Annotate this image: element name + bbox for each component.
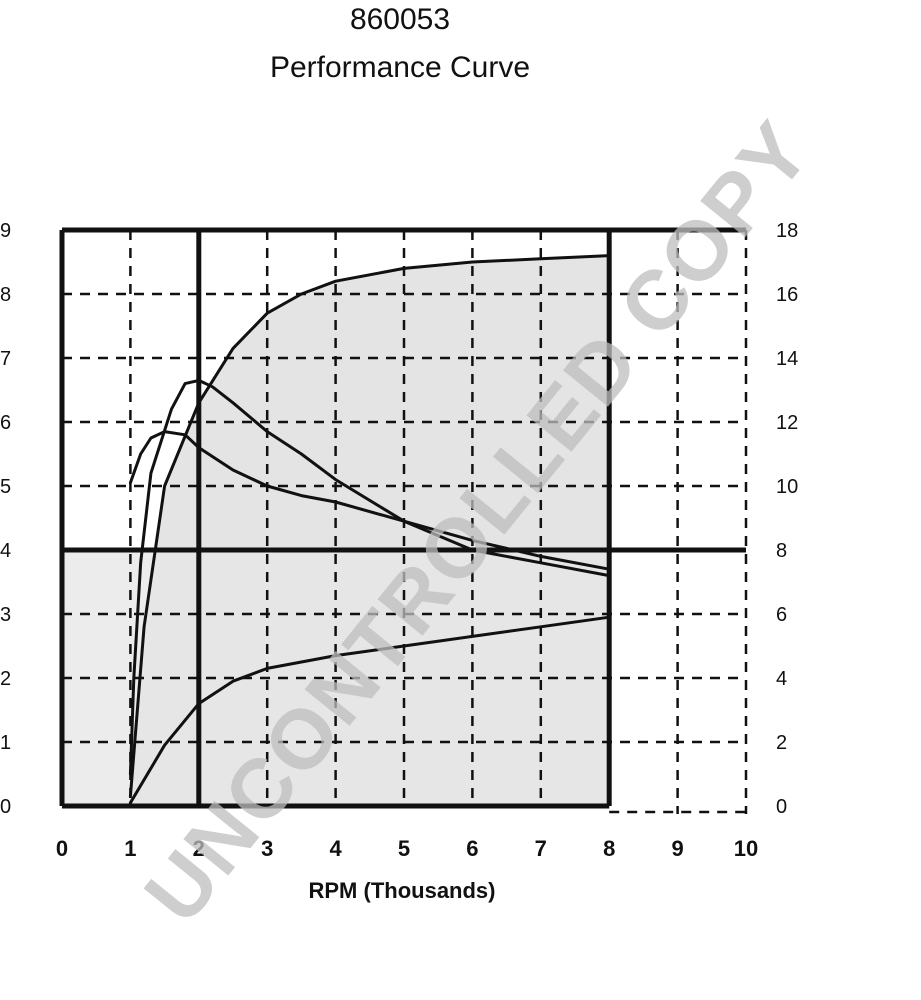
x-axis-ticks: 0 1 2 3 4 5 6 7 8 9 10 (56, 836, 758, 861)
x-tick-label: 9 (671, 836, 683, 861)
x-tick-label: 1 (124, 836, 136, 861)
left-tick-label: 2 (0, 668, 11, 690)
right-axis-ticks: 0 2 4 6 8 10 12 14 16 18 (776, 220, 798, 818)
left-axis-ticks: 0 1 2 3 4 5 6 7 8 9 (0, 220, 11, 818)
left-tick-label: 0 (0, 796, 11, 818)
right-tick-label: 18 (776, 220, 798, 242)
x-tick-label: 10 (734, 836, 758, 861)
x-tick-label: 2 (193, 836, 205, 861)
x-tick-label: 3 (261, 836, 273, 861)
x-axis-label: RPM (Thousands) (309, 878, 496, 903)
left-tick-label: 7 (0, 348, 11, 370)
x-tick-label: 7 (535, 836, 547, 861)
x-tick-label: 5 (398, 836, 410, 861)
right-tick-label: 0 (776, 796, 787, 818)
x-tick-label: 6 (466, 836, 478, 861)
series-line-1 (128, 254, 611, 798)
right-tick-label: 10 (776, 476, 798, 498)
right-tick-label: 4 (776, 668, 787, 690)
grid (59, 227, 748, 814)
series-line-4 (128, 615, 611, 805)
left-tick-label: 6 (0, 412, 11, 434)
series-line-3 (128, 430, 611, 571)
x-tick-label: 8 (603, 836, 615, 861)
right-tick-label: 8 (776, 540, 787, 562)
right-tick-label: 16 (776, 284, 798, 306)
right-tick-label: 6 (776, 604, 787, 626)
title-block: 860053 Performance Curve (0, 0, 800, 86)
right-tick-label: 12 (776, 412, 798, 434)
chart-subtitle: Performance Curve (269, 51, 531, 84)
curves (128, 254, 611, 805)
series-line-2 (128, 378, 611, 776)
left-tick-label: 4 (0, 540, 11, 562)
x-tick-label: 0 (56, 836, 68, 861)
left-tick-label: 3 (0, 604, 11, 626)
right-tick-label: 14 (776, 348, 798, 370)
chart-title: 860053 (349, 3, 451, 36)
left-tick-label: 8 (0, 284, 11, 306)
left-tick-label: 1 (0, 732, 11, 754)
left-tick-label: 5 (0, 476, 11, 498)
right-tick-label: 2 (776, 732, 787, 754)
shade-overlay (130, 255, 610, 807)
x-tick-label: 4 (329, 836, 342, 861)
left-tick-label: 9 (0, 220, 11, 242)
